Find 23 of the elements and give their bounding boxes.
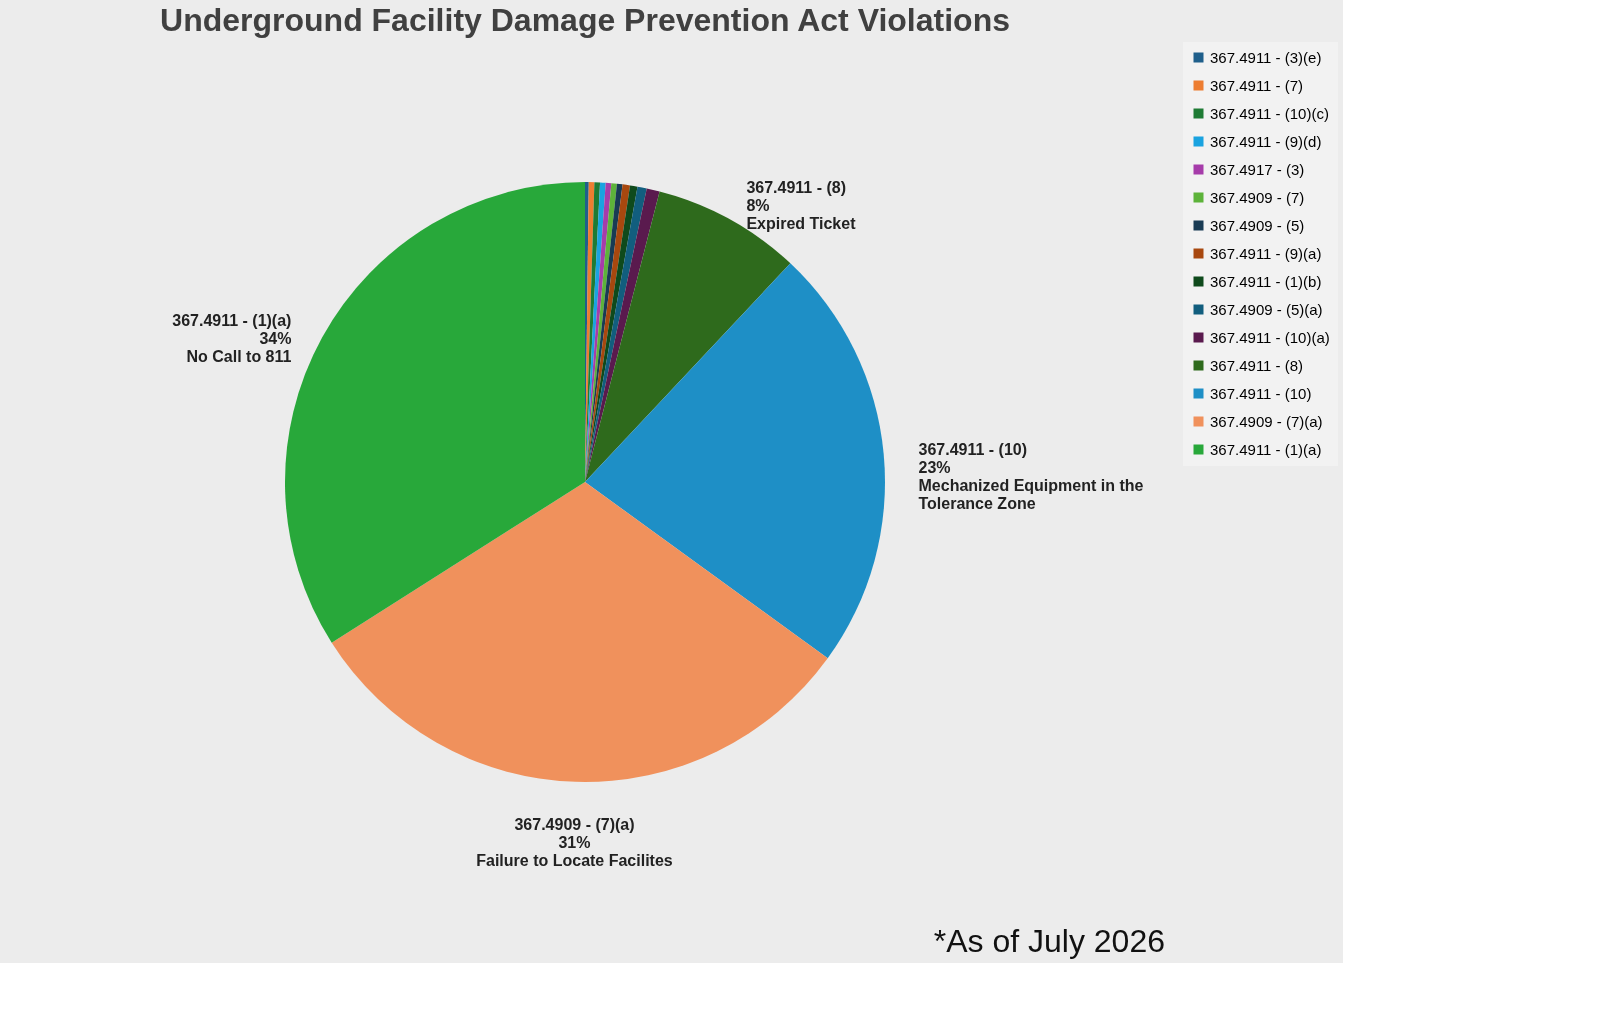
legend-label: 367.4911 - (9)(d) [1210,132,1322,150]
text: *As of July 2026 [933,923,1165,959]
data-label: 367.4911 - (1)(a) 34% No Call to 811 [172,311,292,365]
legend-label: 367.4911 - (10)(c) [1210,104,1329,122]
legend-label: 367.4911 - (9)(a) [1210,244,1322,262]
chart-title: Underground Facility Damage Prevention Act Violations [160,2,1010,38]
legend-label: 367.4909 - (5)(a) [1210,300,1323,318]
data-label: 367.4911 - (8) 8% Expired Ticket [746,179,857,233]
legend-label: 367.4909 - (5) [1210,216,1305,234]
legend-label: 367.4911 - (8) [1210,356,1304,374]
legend-label: 367.4917 - (3) [1210,160,1305,178]
legend-label: 367.4911 - (10) [1210,384,1312,402]
legend-label: 367.4909 - (7) [1210,188,1305,206]
legend-label: 367.4911 - (10)(a) [1210,328,1330,346]
pie-slice [331,482,828,782]
pie-slice [585,263,885,659]
legend-label: 367.4911 - (1)(a) [1210,440,1322,458]
data-label: 367.4909 - (7)(a) 31% Failure to Locate Facilites [476,815,673,869]
legend-label: 367.4909 - (7)(a) [1210,412,1323,430]
data-label: 367.4911 - (10) 23% Mechanized Equipment in the Tolerance Zone [918,441,1144,513]
legend-label: 367.4911 - (3)(e) [1210,48,1322,66]
legend-label: 367.4911 - (7) [1210,76,1304,94]
legend-label: 367.4911 - (1)(b) [1210,272,1322,290]
